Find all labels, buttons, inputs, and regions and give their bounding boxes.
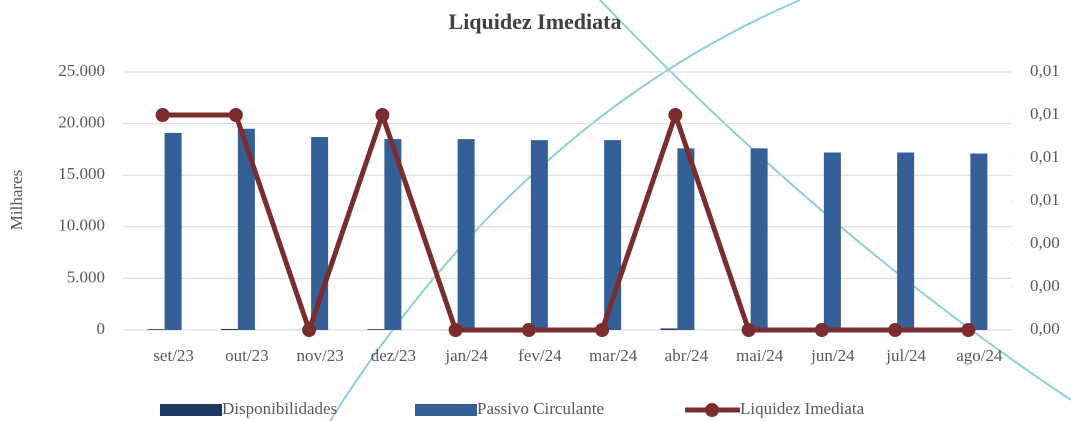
y2-tick-label: 0,00 (1030, 319, 1060, 338)
y2-tick-label: 0,00 (1030, 276, 1060, 295)
x-tick-label: jul/24 (885, 346, 926, 365)
legend-label: Liquidez Imediata (740, 399, 865, 418)
line-marker (302, 323, 317, 337)
line-marker (155, 108, 170, 122)
bar (970, 153, 988, 330)
bar (147, 329, 165, 330)
x-tick-label: out/23 (225, 346, 268, 365)
x-tick-label: fev/24 (518, 346, 562, 365)
legend-swatch (415, 404, 477, 416)
chart-title: Liquidez Imediata (449, 9, 622, 34)
bar (660, 328, 678, 330)
y2-tick-label: 0,01 (1030, 104, 1060, 123)
x-tick-label: abr/24 (665, 346, 709, 365)
bar (823, 152, 841, 330)
x-tick-label: ago/24 (956, 346, 1003, 365)
x-tick-label: mar/24 (589, 346, 638, 365)
y-tick-label: 10.000 (58, 216, 105, 235)
line-marker (448, 323, 463, 337)
x-tick-label: dez/23 (371, 346, 416, 365)
x-tick-label: mai/24 (736, 346, 784, 365)
y-tick-label: 5.000 (67, 267, 105, 286)
y-axis-label: Milhares (7, 170, 26, 230)
bar (384, 139, 402, 330)
y-tick-label: 20.000 (58, 113, 105, 132)
line-marker (888, 323, 903, 337)
legend-label: Disponibilidades (222, 399, 337, 418)
x-tick-label: jun/24 (810, 346, 855, 365)
line-marker (961, 323, 976, 337)
bar (530, 140, 548, 330)
y2-tick-label: 0,01 (1030, 147, 1060, 166)
y-tick-label: 0 (97, 319, 106, 338)
bar (220, 328, 238, 330)
line-marker (521, 323, 536, 337)
bar (750, 148, 768, 330)
x-tick-label: nov/23 (297, 346, 344, 365)
bar (367, 329, 385, 330)
line-marker (228, 108, 243, 122)
x-tick-label: jan/24 (444, 346, 488, 365)
y2-tick-label: 0,00 (1030, 233, 1060, 252)
line-marker (814, 323, 829, 337)
line-marker (375, 108, 390, 122)
y2-tick-label: 0,01 (1030, 61, 1060, 80)
y2-tick-label: 0,01 (1030, 190, 1060, 209)
bar (457, 139, 475, 330)
legend-label: Passivo Circulante (477, 399, 604, 418)
line-marker (668, 108, 683, 122)
y-tick-label: 25.000 (58, 61, 105, 80)
line-marker (595, 323, 610, 337)
bar (164, 132, 182, 330)
y-tick-label: 15.000 (58, 164, 105, 183)
legend-swatch (705, 403, 719, 417)
x-tick-label: set/23 (153, 346, 194, 365)
bar (237, 128, 255, 330)
legend-swatch (160, 404, 222, 416)
line (162, 107, 969, 338)
bar (677, 148, 695, 330)
line-marker (741, 323, 756, 337)
bar (897, 152, 915, 330)
